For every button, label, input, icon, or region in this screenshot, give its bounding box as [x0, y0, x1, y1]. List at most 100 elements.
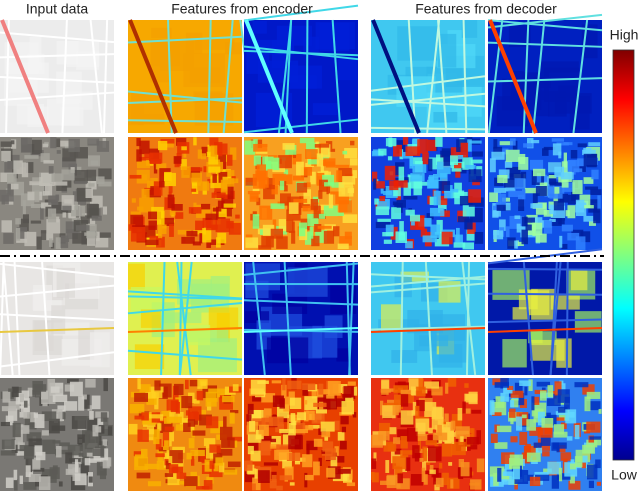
- tile-texture: [529, 476, 541, 487]
- tile-texture: [51, 201, 64, 214]
- tile-texture: [349, 158, 358, 166]
- tile-texture: [48, 166, 54, 174]
- tile-texture: [429, 157, 444, 170]
- tile-texture: [274, 449, 289, 460]
- tile-texture: [140, 448, 148, 458]
- tile-texture: [130, 226, 146, 242]
- tile-texture: [88, 458, 101, 463]
- tile-texture: [287, 466, 294, 480]
- tile-texture: [283, 185, 288, 192]
- tile-texture: [391, 207, 402, 220]
- tile-texture: [462, 157, 473, 170]
- tile-texture: [290, 65, 322, 89]
- tile-texture: [15, 425, 30, 434]
- tile-texture: [230, 410, 239, 414]
- tile-texture: [291, 230, 296, 244]
- tile-texture: [258, 424, 269, 436]
- tile-texture: [31, 139, 42, 155]
- tile-texture: [305, 19, 309, 134]
- tile-texture: [103, 378, 108, 392]
- tile-texture: [208, 166, 221, 173]
- tile-texture: [572, 180, 583, 195]
- tile-texture: [465, 164, 476, 169]
- tile-texture: [223, 416, 227, 428]
- tile-texture: [468, 189, 482, 203]
- tile-texture: [176, 137, 187, 146]
- tile-texture: [453, 242, 466, 248]
- tile-texture: [185, 410, 190, 416]
- tile-texture: [7, 408, 18, 421]
- tile-texture: [285, 144, 297, 155]
- tile-texture: [157, 140, 168, 151]
- tile-texture: [270, 203, 285, 209]
- tile-texture: [457, 407, 463, 421]
- tile-texture: [337, 431, 345, 441]
- tile-texture: [438, 195, 448, 205]
- tile-texture: [567, 194, 576, 205]
- tile-texture: [577, 158, 589, 167]
- tile-texture: [471, 409, 482, 414]
- tile-texture: [245, 177, 257, 186]
- tile-texture: [320, 421, 335, 432]
- tile-texture: [78, 396, 85, 411]
- tile-texture: [522, 261, 534, 376]
- tile-texture: [16, 451, 25, 456]
- tile-texture: [267, 178, 275, 190]
- tile-texture: [501, 452, 515, 464]
- tile-texture: [194, 39, 235, 50]
- tile-texture: [325, 448, 336, 461]
- tile-texture: [7, 183, 11, 195]
- tile-texture: [287, 267, 328, 297]
- tile-texture: [584, 396, 591, 412]
- tile-texture: [332, 456, 345, 463]
- tile-texture: [533, 396, 540, 405]
- tile-texture: [157, 210, 165, 225]
- tile-texture: [48, 195, 59, 205]
- tile-texture: [532, 222, 536, 237]
- tile-texture: [13, 181, 25, 196]
- tile-texture: [87, 138, 100, 146]
- tile-texture: [399, 261, 404, 376]
- tile-texture: [127, 295, 243, 301]
- tile-texture: [548, 174, 557, 185]
- tile-texture: [139, 140, 150, 155]
- tile-texture: [487, 267, 603, 271]
- tile-texture: [450, 479, 454, 489]
- tile-texture: [279, 428, 295, 434]
- tile-texture: [463, 408, 471, 414]
- tile-texture: [269, 480, 277, 489]
- tile-texture: [334, 446, 339, 456]
- tile-texture: [497, 175, 508, 184]
- tile-texture: [42, 182, 50, 186]
- tile-texture: [445, 421, 453, 430]
- tile-texture: [588, 220, 596, 226]
- tile-texture: [543, 220, 553, 234]
- tile-texture: [247, 403, 254, 415]
- tile-texture: [372, 171, 378, 182]
- tile-texture: [103, 19, 109, 134]
- tile-texture: [422, 152, 429, 165]
- tile-texture: [512, 307, 530, 320]
- tile-texture: [347, 188, 355, 194]
- tile-texture: [40, 153, 50, 163]
- tile-texture: [582, 384, 595, 395]
- tile-texture: [42, 402, 48, 407]
- tile-texture: [400, 436, 408, 449]
- tile-texture: [320, 164, 324, 175]
- tile-texture: [438, 200, 447, 213]
- tile-texture: [331, 19, 342, 134]
- tile-texture: [397, 473, 403, 484]
- tile-texture: [530, 203, 543, 209]
- tile-texture: [315, 141, 319, 156]
- tile-texture: [252, 214, 260, 229]
- tile-texture: [209, 159, 221, 173]
- tile-texture: [410, 173, 425, 182]
- column-header: Input data: [26, 1, 88, 17]
- tile-texture: [56, 181, 67, 191]
- tile-texture: [68, 138, 80, 152]
- tile-texture: [290, 413, 296, 426]
- tile-texture: [0, 31, 115, 44]
- tile-texture: [415, 216, 425, 230]
- tile-texture: [205, 391, 217, 407]
- tile-texture: [292, 422, 306, 435]
